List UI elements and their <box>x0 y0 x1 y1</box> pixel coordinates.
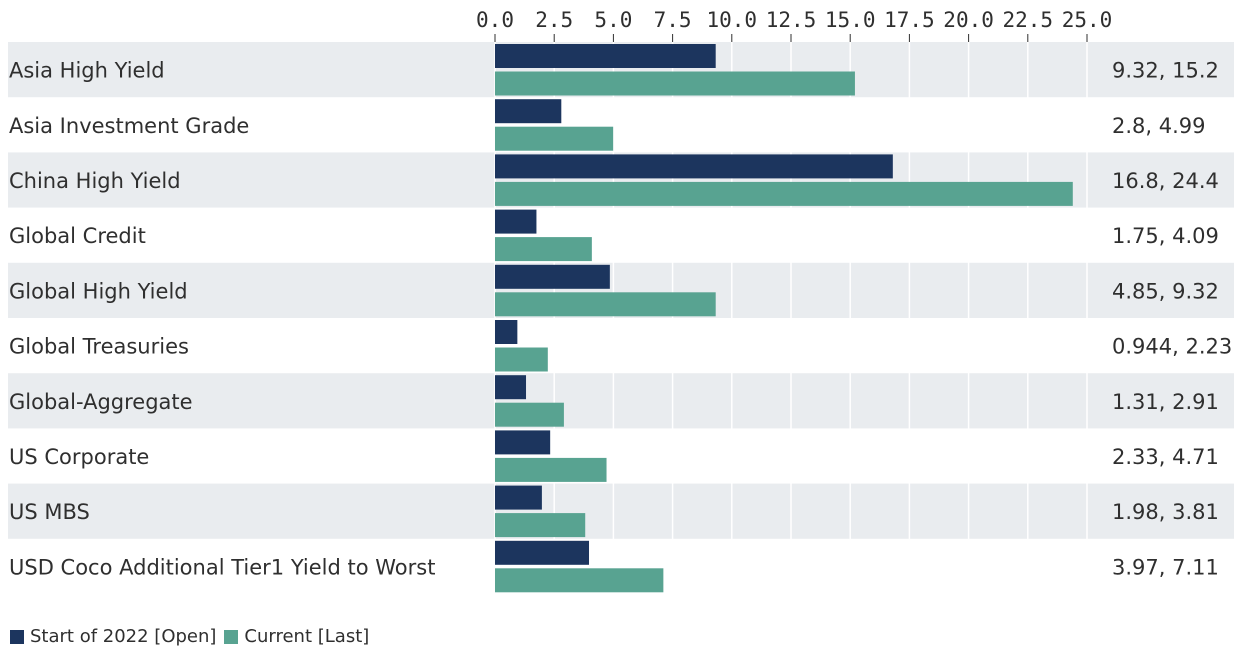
bar-start-2022 <box>495 320 518 344</box>
bar-current <box>495 237 592 262</box>
bar-start-2022 <box>495 375 527 400</box>
legend-item-current: Current [Last] <box>224 626 369 647</box>
category-label: Asia High Yield <box>9 59 165 83</box>
value-labels: 9.32, 15.2 2.8, 4.99 16.8, 24.4 1.75, 4.09 4… <box>1112 59 1232 580</box>
bar-start-2022 <box>495 540 590 565</box>
row-bands <box>8 42 1234 539</box>
gridlines <box>494 42 1088 594</box>
tick-label: 25.0 <box>1062 8 1113 32</box>
legend-label-start: Start of 2022 [Open] <box>30 626 217 647</box>
tick-label: 7.5 <box>654 8 692 32</box>
legend-item-start: Start of 2022 [Open] <box>10 626 216 647</box>
category-labels: Asia High Yield Asia Investment Grade Chin… <box>9 59 435 580</box>
legend: Start of 2022 [Open] Current [Last] <box>10 626 377 647</box>
bar-current <box>495 402 564 427</box>
tick-label: 0.0 <box>476 8 514 32</box>
bar-current <box>495 292 716 317</box>
category-label: Asia Investment Grade <box>9 114 249 138</box>
bar-current <box>495 513 586 538</box>
tick-label: 5.0 <box>594 8 632 32</box>
bar-current <box>495 181 1073 206</box>
bar-current <box>495 457 607 482</box>
category-label: Global Credit <box>9 224 146 248</box>
value-label: 4.85, 9.32 <box>1112 279 1219 303</box>
tick-label: 22.5 <box>1003 8 1054 32</box>
bar-current <box>495 126 614 151</box>
value-label: 2.33, 4.71 <box>1112 445 1219 469</box>
tick-label: 12.5 <box>766 8 817 32</box>
bar-start-2022 <box>495 99 562 124</box>
value-label: 2.8, 4.99 <box>1112 114 1206 138</box>
tick-label: 20.0 <box>943 8 994 32</box>
legend-swatch-current <box>224 629 239 644</box>
category-label: USD Coco Additional Tier1 Yield to Worst <box>9 555 435 579</box>
category-label: Global High Yield <box>9 279 188 303</box>
value-label: 9.32, 15.2 <box>1112 59 1219 83</box>
bars <box>495 44 1073 593</box>
value-label: 1.75, 4.09 <box>1112 224 1219 248</box>
legend-label-current: Current [Last] <box>244 626 370 647</box>
tick-label: 10.0 <box>707 8 758 32</box>
value-label: 1.31, 2.91 <box>1112 390 1219 414</box>
value-label: 3.97, 7.11 <box>1112 555 1219 579</box>
legend-swatch-start <box>10 629 24 644</box>
bar-start-2022 <box>495 209 537 234</box>
category-label: US MBS <box>9 500 90 524</box>
category-label: Global Treasuries <box>9 335 189 359</box>
bar-start-2022 <box>495 430 551 455</box>
bar-start-2022 <box>495 485 542 510</box>
bar-start-2022 <box>495 154 893 179</box>
row-band <box>8 373 1234 429</box>
bar-current <box>495 347 548 372</box>
value-label: 1.98, 3.81 <box>1112 500 1219 524</box>
tick-label: 17.5 <box>884 8 935 32</box>
row-band <box>8 483 1234 539</box>
tick-label: 15.0 <box>825 8 876 32</box>
value-label: 0.944, 2.23 <box>1112 335 1232 359</box>
category-label: US Corporate <box>9 445 149 469</box>
bar-start-2022 <box>495 264 610 289</box>
bar-current <box>495 71 855 96</box>
tick-label: 2.5 <box>535 8 573 32</box>
x-axis-ticks: 0.0 2.5 5.0 7.5 10.0 12.5 15.0 17.5 20.0 22.5 25.0 <box>476 8 1112 42</box>
value-label: 16.8, 24.4 <box>1112 169 1219 193</box>
bar-current <box>495 568 664 593</box>
category-label: China High Yield <box>9 169 181 193</box>
category-label: Global-Aggregate <box>9 390 193 414</box>
bar-start-2022 <box>495 44 716 68</box>
